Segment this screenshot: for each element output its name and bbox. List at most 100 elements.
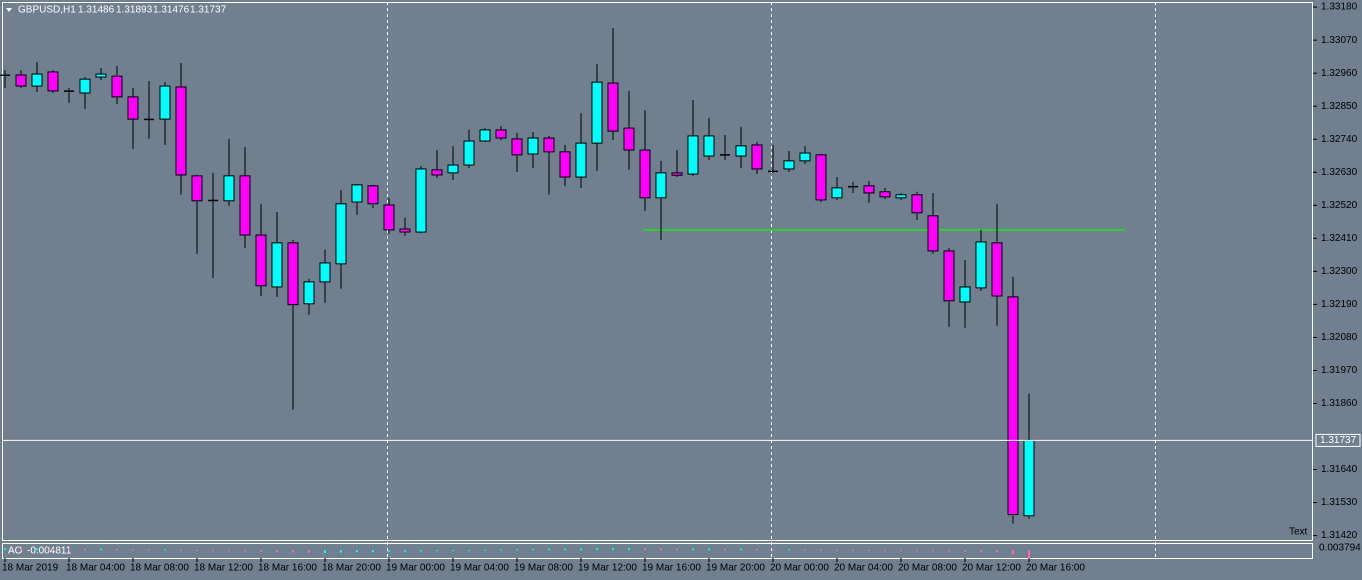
x-tick-label: 18 Mar 12:00	[194, 563, 253, 574]
candle-body	[367, 185, 379, 205]
indicator-bar	[564, 548, 566, 551]
x-tick-label: 20 Mar 00:00	[770, 563, 829, 574]
y-tick-label: 1.32410	[1321, 233, 1358, 244]
indicator-bar	[276, 550, 278, 553]
indicator-bar	[228, 550, 230, 552]
indicator-bar	[724, 548, 726, 551]
indicator-bar	[916, 550, 918, 552]
indicator-bar	[548, 548, 550, 551]
indicator-bar	[244, 550, 246, 552]
indicator-bar	[308, 550, 310, 553]
candle-body	[815, 154, 827, 201]
candle-body	[607, 82, 619, 132]
collapse-icon[interactable]	[6, 8, 12, 12]
candle-body	[303, 281, 315, 305]
indicator-bar	[324, 550, 326, 553]
indicator-bar	[932, 550, 934, 552]
indicator-bar	[436, 550, 438, 552]
y-tick-label: 1.31530	[1321, 497, 1358, 508]
candle-body	[431, 169, 443, 176]
indicator-bar	[852, 549, 854, 551]
indicator-bar	[500, 549, 502, 551]
candle-body	[799, 152, 811, 162]
x-tick-label: 20 Mar 04:00	[834, 563, 893, 574]
y-tick-label: 1.32740	[1321, 134, 1358, 145]
indicator-panel-border	[2, 543, 1313, 559]
indicator-bar	[372, 550, 374, 553]
candle-body	[911, 194, 923, 214]
candle-body	[463, 140, 475, 166]
candle-body	[831, 187, 843, 199]
indicator-bar	[580, 548, 582, 551]
indicator-bar	[612, 548, 614, 551]
candle-body	[335, 203, 347, 265]
candle-body	[479, 129, 491, 142]
candle-body	[703, 135, 715, 157]
y-tick-label: 1.32850	[1321, 101, 1358, 112]
indicator-bar	[900, 550, 902, 552]
indicator-bar	[980, 550, 982, 552]
x-tick-label: 19 Mar 16:00	[642, 563, 701, 574]
x-tick-label: 18 Mar 08:00	[130, 563, 189, 574]
candle-body	[591, 81, 603, 144]
indicator-bar	[964, 550, 966, 552]
candle-body	[1007, 296, 1019, 516]
indicator-bar	[100, 548, 102, 551]
candle-body	[79, 78, 91, 94]
indicator-bar	[788, 549, 790, 551]
indicator-bar	[388, 550, 390, 552]
candle-body	[319, 262, 331, 283]
current-price-box	[1315, 433, 1361, 447]
candle-body	[415, 168, 427, 233]
indicator-bar	[420, 550, 422, 552]
candle-body	[47, 71, 59, 92]
indicator-bar	[116, 548, 118, 551]
header-high: 1.31893	[116, 5, 153, 16]
x-tick-label: 18 Mar 20:00	[322, 563, 381, 574]
header-low: 1.31476	[153, 5, 190, 16]
current-price-label: 1.31737	[1320, 435, 1357, 446]
candle-body	[655, 172, 667, 199]
indicator-bar	[708, 548, 710, 551]
y-tick-label: 1.31640	[1321, 464, 1358, 475]
symbol-label: GBPUSD,H1	[18, 5, 76, 16]
candle-body	[863, 185, 875, 194]
indicator-bar	[132, 549, 134, 551]
candle-body	[31, 73, 43, 87]
y-tick-label: 1.31860	[1321, 398, 1358, 409]
indicator-bar	[756, 548, 758, 551]
text-object[interactable]: Text	[1289, 527, 1308, 538]
candle-body	[783, 160, 795, 170]
indicator-bar	[52, 548, 54, 551]
indicator-bar	[260, 550, 262, 552]
candle-body	[447, 164, 459, 174]
header-open: 1.31486	[78, 5, 115, 16]
indicator-bar	[404, 550, 406, 552]
candle-body	[159, 85, 171, 120]
indicator-bar	[996, 550, 998, 553]
indicator-bar	[868, 549, 870, 551]
indicator-bar	[660, 548, 662, 551]
indicator-bar	[484, 549, 486, 551]
candle-body	[559, 151, 571, 178]
indicator-bar	[20, 548, 22, 551]
x-tick-label: 20 Mar 16:00	[1026, 563, 1085, 574]
x-tick-label: 19 Mar 00:00	[386, 563, 445, 574]
candle-body	[399, 228, 411, 233]
candle-body	[959, 286, 971, 303]
x-tick-label: 18 Mar 04:00	[66, 563, 125, 574]
candle-body	[271, 242, 283, 288]
x-tick-label: 20 Mar 08:00	[898, 563, 957, 574]
indicator-bar	[884, 550, 886, 552]
indicator-bar	[356, 550, 358, 553]
candle-body	[511, 138, 523, 156]
indicator-bar	[772, 549, 774, 551]
candle-body	[191, 175, 203, 202]
header-close: 1.31737	[190, 5, 227, 16]
x-tick-label: 19 Mar 04:00	[450, 563, 509, 574]
candle-body	[351, 184, 363, 203]
indicator-bar	[180, 549, 182, 551]
indicator-bar	[644, 548, 646, 551]
